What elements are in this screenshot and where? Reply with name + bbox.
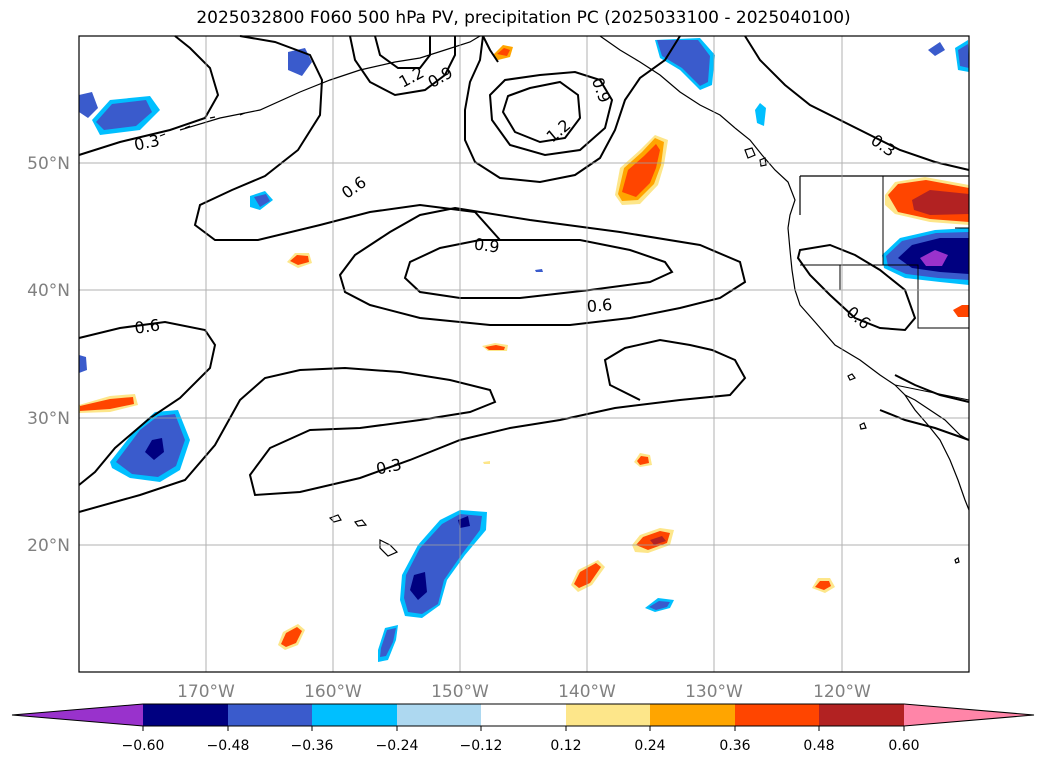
latitude-labels: 50°N 40°N 30°N 20°N <box>27 154 70 556</box>
lon-label-120w: 120°W <box>813 682 871 702</box>
colorbar-tick-9: 0.60 <box>888 738 919 754</box>
lon-label-140w: 140°W <box>558 682 616 702</box>
colorbar-tick-4: −0.12 <box>460 738 503 754</box>
colorbar-tick-6: 0.24 <box>634 738 665 754</box>
colorbar-bin-7 <box>650 704 735 726</box>
colorbar-bin-4 <box>397 704 481 726</box>
lat-label-50n: 50°N <box>27 154 70 174</box>
coastlines <box>159 35 970 564</box>
lat-label-40n: 40°N <box>27 281 70 301</box>
colorbar-extend-under <box>12 704 143 726</box>
contour-label-0-6-west: 0.6 <box>133 315 161 337</box>
colorbar-tick-0: −0.60 <box>122 738 165 754</box>
colorbar-bin-9 <box>819 704 904 726</box>
map-frame <box>78 35 970 673</box>
contour-label-0-9-central: 0.9 <box>473 234 501 256</box>
colorbar-tick-5: 0.12 <box>550 738 581 754</box>
colorbar-extend-over <box>904 704 1034 726</box>
lat-label-20n: 20°N <box>27 536 70 556</box>
colorbar: −0.60 −0.48 −0.36 −0.24 −0.12 0.12 0.24 … <box>11 703 1035 754</box>
lon-label-170w: 170°W <box>177 682 235 702</box>
lon-label-150w: 150°W <box>431 682 489 702</box>
precip-patches <box>79 38 969 662</box>
colorbar-bin-2 <box>228 704 312 726</box>
gridlines <box>79 36 969 672</box>
colorbar-bin-3 <box>312 704 397 726</box>
pv-contours <box>78 35 970 513</box>
colorbar-bin-1 <box>143 704 228 726</box>
contour-label-0-6-central: 0.6 <box>586 295 613 316</box>
contour-label-0-3-south: 0.3 <box>374 455 403 479</box>
longitude-labels: 170°W 160°W 150°W 140°W 130°W 120°W <box>177 682 871 702</box>
colorbar-bin-5 <box>481 704 566 726</box>
colorbar-tick-3: −0.24 <box>376 738 419 754</box>
lat-label-30n: 30°N <box>27 409 70 429</box>
colorbar-tick-1: −0.48 <box>207 738 250 754</box>
contour-label-0-3-nw: 0.3 <box>132 131 161 155</box>
map-title: 2025032800 F060 500 hPa PV, precipitatio… <box>196 8 851 28</box>
colorbar-tick-8: 0.48 <box>803 738 834 754</box>
colorbar-bin-6 <box>566 704 650 726</box>
colorbar-tick-2: −0.36 <box>291 738 334 754</box>
lon-label-160w: 160°W <box>304 682 362 702</box>
colorbar-tick-7: 0.36 <box>719 738 750 754</box>
lon-label-130w: 130°W <box>685 682 743 702</box>
map-panel <box>79 36 969 672</box>
colorbar-bin-8 <box>735 704 819 726</box>
